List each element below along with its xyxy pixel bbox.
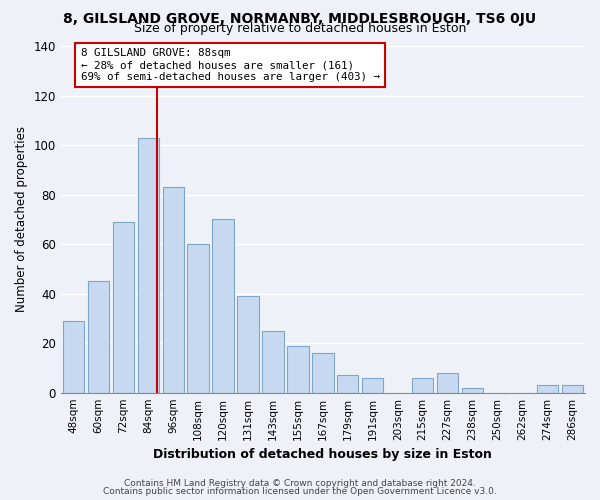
Bar [462, 388, 483, 392]
Bar [212, 220, 233, 392]
Bar [262, 331, 284, 392]
Bar [562, 386, 583, 392]
Text: Contains HM Land Registry data © Crown copyright and database right 2024.: Contains HM Land Registry data © Crown c… [124, 480, 476, 488]
Bar [287, 346, 308, 393]
Bar [537, 386, 558, 392]
Bar [88, 281, 109, 392]
Bar [113, 222, 134, 392]
Bar [163, 187, 184, 392]
Bar [137, 138, 159, 392]
Text: 8, GILSLAND GROVE, NORMANBY, MIDDLESBROUGH, TS6 0JU: 8, GILSLAND GROVE, NORMANBY, MIDDLESBROU… [64, 12, 536, 26]
Bar [187, 244, 209, 392]
Bar [412, 378, 433, 392]
Bar [62, 321, 84, 392]
Text: 8 GILSLAND GROVE: 88sqm
← 28% of detached houses are smaller (161)
69% of semi-d: 8 GILSLAND GROVE: 88sqm ← 28% of detache… [81, 48, 380, 82]
Bar [362, 378, 383, 392]
Text: Size of property relative to detached houses in Eston: Size of property relative to detached ho… [134, 22, 466, 35]
Bar [437, 373, 458, 392]
X-axis label: Distribution of detached houses by size in Eston: Distribution of detached houses by size … [154, 448, 493, 461]
Text: Contains public sector information licensed under the Open Government Licence v3: Contains public sector information licen… [103, 487, 497, 496]
Y-axis label: Number of detached properties: Number of detached properties [15, 126, 28, 312]
Bar [312, 353, 334, 393]
Bar [337, 376, 358, 392]
Bar [238, 296, 259, 392]
